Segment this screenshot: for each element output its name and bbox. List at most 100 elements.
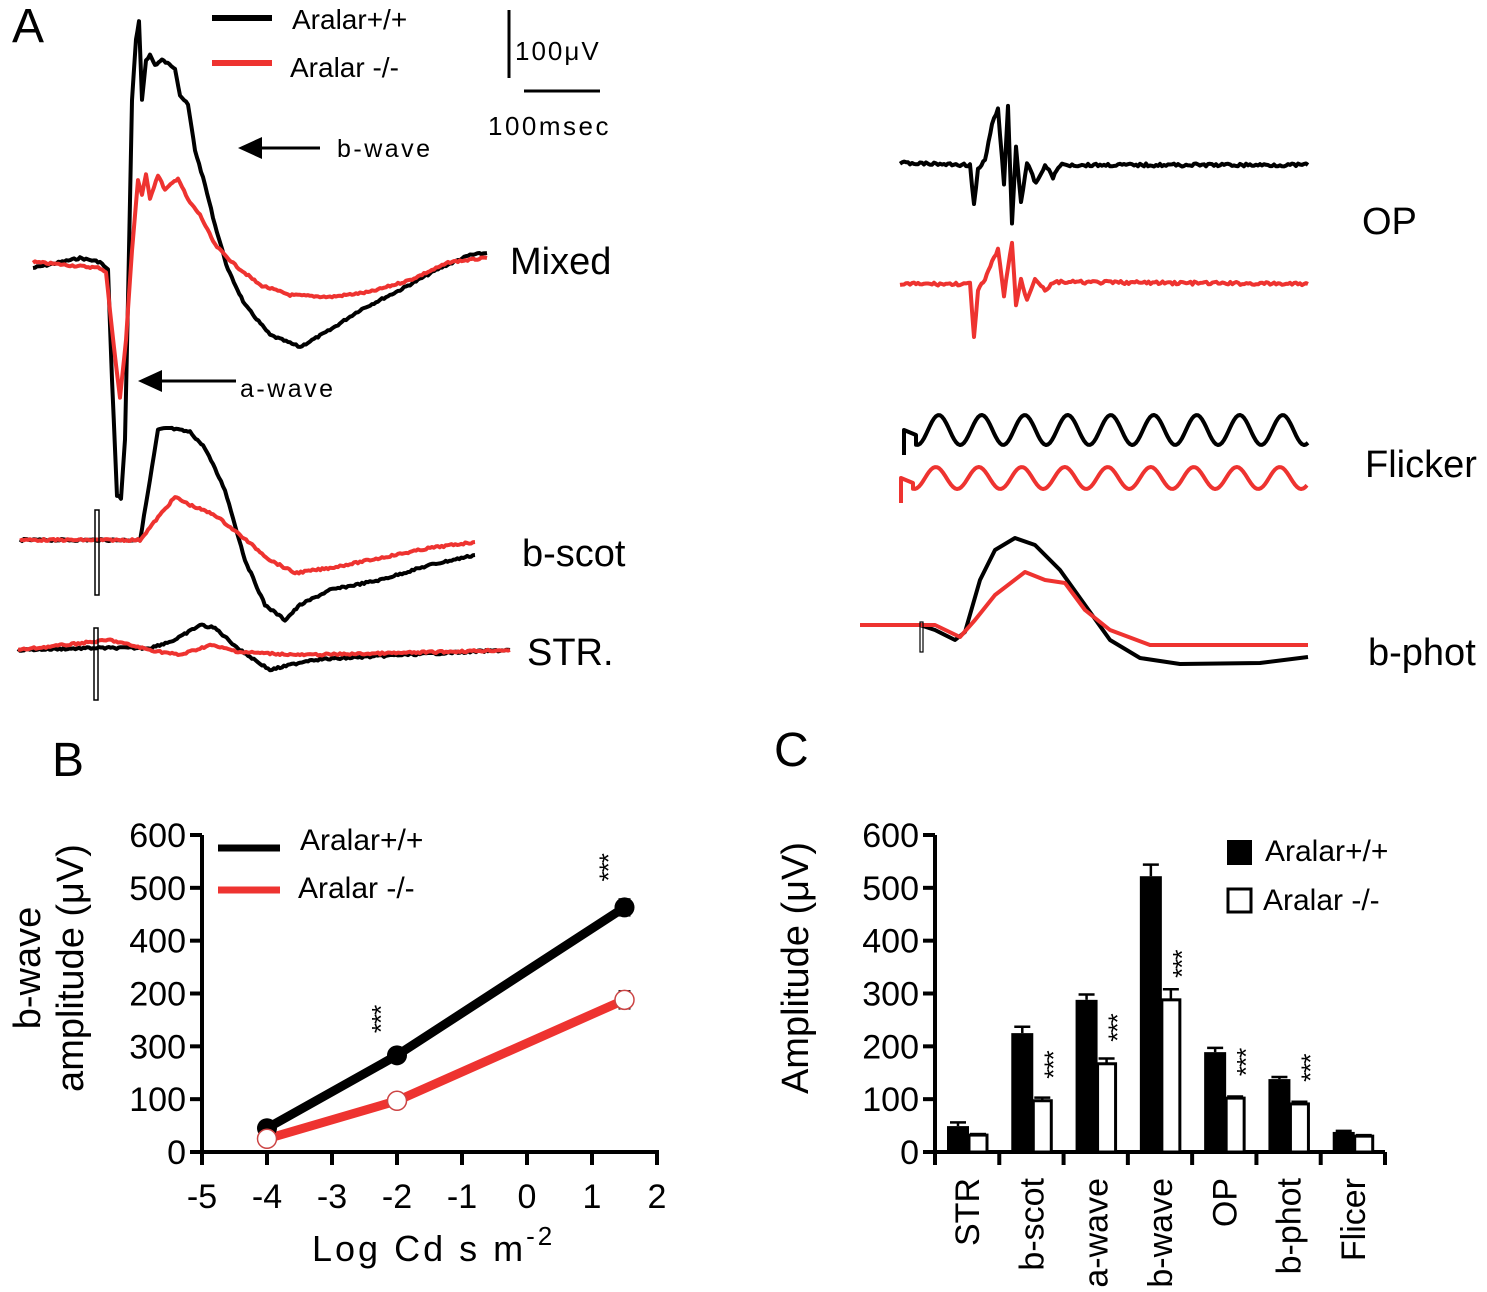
y-tick-label: 0 <box>167 1134 186 1172</box>
data-point-knockout <box>256 1128 278 1150</box>
y-tick-label: 500 <box>129 870 186 908</box>
trace-mixed-wildtype <box>32 19 488 501</box>
b-wave-annotation: b-wave <box>238 135 433 163</box>
x-tick-label: 0 <box>518 1178 537 1216</box>
a-wave-annotation: a-wave <box>138 370 336 403</box>
trace-op-knockout <box>899 240 1309 339</box>
y-tick-label: 500 <box>862 870 919 908</box>
legend-b: Aralar+/+ Aralar -/- <box>218 824 423 905</box>
bar-knockout-a-wave <box>1096 1062 1118 1154</box>
significance-marker: *** <box>1167 950 1197 978</box>
y-axis-label-line2: amplitude (μV) <box>50 844 92 1092</box>
series-line-wildtype <box>264 903 627 1133</box>
trace-flicker-knockout <box>899 465 1309 503</box>
y-tick-label: 600 <box>862 817 919 855</box>
x-axis-label-text: Log Cd s m <box>312 1228 526 1269</box>
x-tick-label: -5 <box>187 1178 217 1216</box>
x-tick-label: 2 <box>648 1178 667 1216</box>
legend-label-knockout: Aralar -/- <box>298 872 415 905</box>
y-axis-label: Amplitude (μV) <box>775 842 817 1094</box>
scale-bar: 100μV 100msec <box>488 10 611 141</box>
y-tick-label: 100 <box>129 1081 186 1119</box>
voltage-scale-label: 100μV <box>515 36 601 66</box>
legend-swatch-knockout <box>1226 887 1253 914</box>
trace-str-wildtype <box>16 622 511 673</box>
bar-wildtype-OP <box>1204 1052 1227 1152</box>
y-tick-label: 300 <box>129 1028 186 1066</box>
data-point-knockout <box>386 1090 408 1112</box>
panel-b-line-chart: b-wave amplitude (μV) Log Cd s m-2 Arala… <box>7 817 666 1269</box>
y-tick-label: 200 <box>129 976 186 1014</box>
bar-knockout-OP <box>1224 1096 1246 1154</box>
significance-marker: *** <box>594 853 624 881</box>
x-tick-label: -4 <box>252 1178 282 1216</box>
trace-label-op: OP <box>1362 201 1417 243</box>
x-category-label: Flicer <box>1335 1178 1373 1261</box>
panel-label-b: B <box>52 734 84 787</box>
arrow-left-icon <box>138 370 162 392</box>
flash-artifact <box>94 509 100 596</box>
bar-wildtype-b-wave <box>1139 876 1162 1152</box>
x-tick-label: -2 <box>382 1178 412 1216</box>
bar-wildtype-b-phot <box>1268 1079 1291 1152</box>
a-wave-label: a-wave <box>240 375 336 403</box>
trace-label-b-scot: b-scot <box>522 533 626 575</box>
significance-marker: *** <box>1231 1048 1261 1076</box>
arrow-left-icon <box>238 137 262 159</box>
erg-traces <box>16 19 1310 701</box>
bar-knockout-b-wave <box>1160 998 1182 1154</box>
y-axis-label-line1: b-wave <box>7 907 49 1030</box>
significance-marker: *** <box>1295 1054 1325 1082</box>
bar-knockout-b-phot <box>1288 1102 1310 1154</box>
x-tick-label: 1 <box>583 1178 602 1216</box>
significance-marker: *** <box>1103 1014 1133 1042</box>
y-tick-label: 600 <box>129 817 186 855</box>
legend-label-wildtype: Aralar+/+ <box>292 4 407 35</box>
legend-label-knockout: Aralar -/- <box>290 52 399 83</box>
y-tick-label: 0 <box>900 1134 919 1172</box>
legend-label-knockout: Aralar -/- <box>1263 884 1380 917</box>
trace-op-wildtype <box>898 103 1310 226</box>
flash-artifact <box>93 627 99 701</box>
trace-label-mixed: Mixed <box>510 241 611 283</box>
b-wave-label: b-wave <box>337 135 433 163</box>
trace-mixed-knockout <box>31 172 488 400</box>
bar-knockout-b-scot <box>1031 1099 1053 1154</box>
trace-b-phot-wildtype <box>860 536 1309 666</box>
significance-marker: *** <box>366 1005 396 1033</box>
x-category-label: OP <box>1206 1178 1244 1227</box>
panel-label-c: C <box>774 724 809 777</box>
x-category-label: STR <box>949 1178 987 1246</box>
bar-knockout-Flicer <box>1353 1134 1375 1154</box>
x-axis-label-superscript: -2 <box>526 1221 555 1251</box>
bar-wildtype-STR <box>947 1126 969 1152</box>
trace-label-b-phot: b-phot <box>1368 632 1476 674</box>
bar-wildtype-Flicer <box>1332 1131 1355 1152</box>
significance-marker: *** <box>1038 1051 1068 1079</box>
bar-knockout-STR <box>967 1133 989 1154</box>
x-category-label: b-scot <box>1013 1177 1051 1270</box>
data-point-wildtype <box>614 897 635 918</box>
trace-b-scot-knockout <box>19 495 476 576</box>
bar-wildtype-a-wave <box>1075 999 1098 1152</box>
trace-b-phot-knockout <box>860 570 1308 647</box>
legend-label-wildtype: Aralar+/+ <box>1265 835 1388 868</box>
time-scale-label: 100msec <box>488 111 611 141</box>
legend-c: Aralar+/+ Aralar -/- <box>1226 835 1388 917</box>
y-tick-label: 400 <box>862 923 919 961</box>
flash-artifact <box>919 621 924 653</box>
legend-swatch-wildtype <box>1227 840 1252 865</box>
panel-a-legend: Aralar+/+ Aralar -/- <box>212 4 407 83</box>
y-tick-label: 100 <box>862 1081 919 1119</box>
panel-c-bar-chart: Amplitude (μV) Aralar+/+ Aralar -/- 600 5… <box>775 817 1388 1288</box>
data-point-knockout <box>614 989 635 1011</box>
trace-b-scot-wildtype <box>18 425 476 623</box>
y-tick-label: 400 <box>129 923 186 961</box>
y-tick-label: 200 <box>862 1028 919 1066</box>
legend-label-wildtype: Aralar+/+ <box>300 824 423 857</box>
panel-label-a: A <box>12 0 44 53</box>
trace-str-knockout <box>17 637 511 658</box>
x-axis-label: Log Cd s m-2 <box>312 1221 555 1269</box>
data-point-wildtype <box>387 1045 407 1066</box>
